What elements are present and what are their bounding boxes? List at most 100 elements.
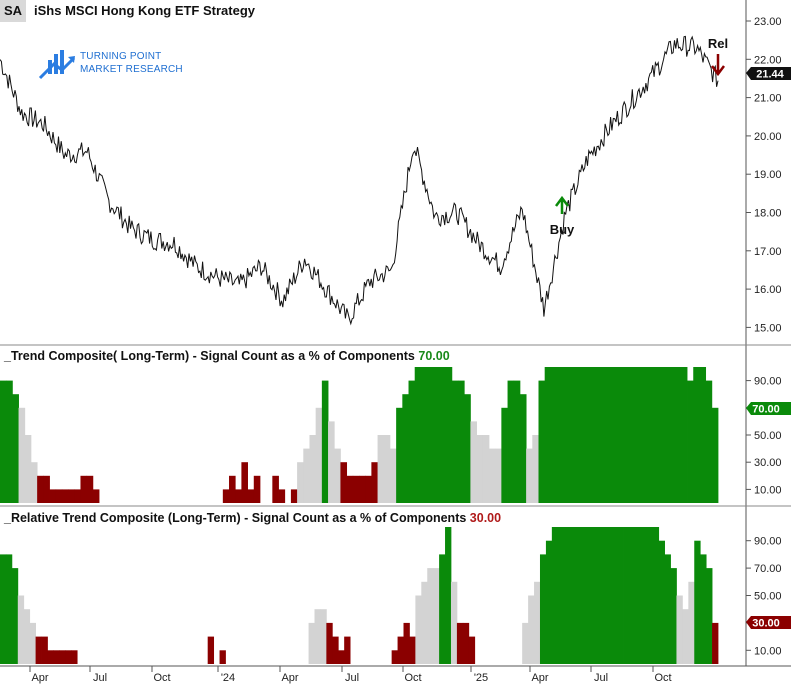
trend-tick-label: 30.00 [754,457,782,469]
trend-bar [705,380,713,503]
trend-bar [346,475,354,503]
trend-bar [458,380,465,503]
x-tick-label: '24 [221,672,235,684]
relative-trend-bar [397,636,404,664]
trend-bar [396,407,403,503]
relative-trend-bar [415,595,422,664]
trend-bar [408,380,416,503]
relative-trend-bar [445,527,452,664]
price-badge-shape [746,67,791,80]
relative-trend-bar [344,636,351,664]
relative-trend-bar [332,636,339,664]
relative-trend-bar [634,527,642,664]
relative-trend-y-ticks: 90.00 70.00 50.00 30.00 10.00 [746,536,782,657]
relative-trend-bar [664,554,671,664]
relative-trend-bar [611,527,618,664]
trend-bar [383,435,391,503]
trend-bar [649,367,657,503]
relative-trend-bar [646,527,654,664]
relative-trend-bar [623,527,630,664]
trend-bar [24,435,32,503]
trend-bar [569,367,577,503]
price-tick-label: 16.00 [754,284,782,296]
price-last-value: 21.44 [756,69,784,81]
relative-trend-bar [468,636,476,664]
x-tick-label: Jul [345,672,359,684]
relative-trend-bar [450,581,458,664]
trend-bar [482,435,490,503]
price-tick-label: 22.00 [754,54,782,66]
trend-bar [637,367,645,503]
relative-trend-bar [391,650,398,664]
trend-bar [18,407,26,503]
relative-trend-bar [688,581,695,664]
trend-bar [222,489,230,503]
trend-bar [606,367,614,503]
relative-trend-bar [694,540,701,664]
trend-panel-value: 70.00 [418,349,450,363]
relative-trend-bar [29,622,36,664]
relative-trend-bar [11,568,19,664]
relative-trend-bar [439,554,446,664]
trend-bar [352,475,360,503]
trend-bar [328,421,335,503]
trend-y-ticks: 90.00 70.00 50.00 30.00 10.00 [746,376,782,496]
trend-bar [501,407,508,503]
trend-bar [662,367,669,503]
relative-trend-bar [534,581,541,664]
relative-trend-bar [5,554,13,664]
trend-bar [365,475,372,503]
relative-trend-bar [581,527,588,664]
relative-trend-bar [599,527,606,664]
trend-bar [0,380,7,503]
relative-trend-bar [539,554,547,664]
relative-trend-bar [563,527,571,664]
trend-panel-title: _Trend Composite( Long-Term) - Signal Co… [4,349,450,363]
trend-tick-label: 50.00 [754,430,782,442]
relative-trend-bar [706,568,713,664]
trend-bar [30,462,38,503]
relative-last-value: 30.00 [752,618,780,630]
relative-trend-bar [326,622,333,664]
logo-line2: MARKET RESEARCH [80,64,183,75]
relative-trend-bar [682,609,689,664]
relative-trend-bar [314,609,321,664]
trend-bar [334,448,341,503]
trend-bar [507,380,515,503]
trend-bar [557,367,564,503]
trend-bar [278,489,286,503]
relative-trend-bar [551,527,559,664]
relative-trend-bar [47,650,54,664]
x-tick-label: Jul [93,672,107,684]
x-tick-label: Apr [531,672,548,684]
relative-trend-bar [593,527,600,664]
x-tick-label: '25 [474,672,488,684]
price-tick-label: 19.00 [754,169,782,181]
trend-bar [92,489,100,503]
trend-bar [297,462,304,503]
relative-trend-bar [65,650,72,664]
relative-trend-bar [522,622,529,664]
relative-trend-bar [427,568,434,664]
price-tick-label: 17.00 [754,246,782,258]
price-tick-label: 21.00 [754,93,782,105]
trend-bar [538,380,546,503]
trend-bar [55,489,63,503]
trend-bar [625,367,632,503]
relative-trend-composite-bars [0,527,719,664]
trend-bar [68,489,75,503]
relative-trend-bar [338,650,345,664]
relative-last-badge: 30.00 [746,616,791,630]
relative-trend-bar [421,581,428,664]
trend-bar [49,489,57,503]
trend-bar [61,489,69,503]
relative-trend-bar [23,609,31,664]
trend-bar [693,367,700,503]
relative-trend-bar [53,650,60,664]
relative-trend-bar [670,568,677,664]
relative-trend-bar [652,527,660,664]
x-tick-label: Oct [153,672,170,684]
relative-trend-bar [545,540,553,664]
price-y-ticks: 23.00 22.00 21.00 20.00 19.00 18.00 17.00 16.00… [746,16,782,334]
